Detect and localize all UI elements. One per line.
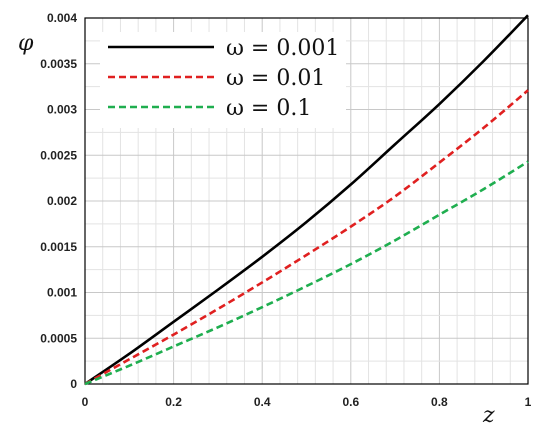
y-tick-label: 0.004 <box>47 11 77 25</box>
x-tick-label: 0.2 <box>165 395 182 409</box>
legend: ω = 0.001 ω = 0.01 ω = 0.1 <box>100 32 346 128</box>
legend-label-omega-0-01: ω = 0.01 <box>226 66 325 91</box>
x-tick-label: 0.8 <box>431 395 448 409</box>
y-tick-label: 0.0035 <box>40 57 77 71</box>
series-line-0 <box>84 14 529 386</box>
series-line-1 <box>84 89 529 386</box>
legend-label-omega-0-1: ω = 0.1 <box>226 96 311 121</box>
series-lines <box>84 14 529 386</box>
plot-frame <box>84 17 529 385</box>
x-tick-label: 0.6 <box>342 395 359 409</box>
x-tick-label: 1 <box>525 395 532 409</box>
x-axis-label: z <box>482 403 495 428</box>
y-tick-label: 0.0005 <box>40 331 77 345</box>
legend-label-omega-0-001: ω = 0.001 <box>226 36 339 61</box>
tick-labels: 0 0.2 0.4 0.6 0.8 1 0 0.0005 0.001 0.0015 0.002 0.0… <box>40 11 531 409</box>
x-tick-label: 0.4 <box>254 395 271 409</box>
y-tick-label: 0 <box>70 377 77 391</box>
y-tick-label: 0.0025 <box>40 148 77 162</box>
x-tick-label: 0 <box>82 395 89 409</box>
y-tick-label: 0.001 <box>47 286 77 300</box>
series-line-2 <box>84 160 529 386</box>
y-tick-label: 0.003 <box>47 103 77 117</box>
y-tick-label: 0.002 <box>47 194 77 208</box>
y-tick-label: 0.0015 <box>40 240 77 254</box>
y-axis-label: φ <box>18 31 34 56</box>
